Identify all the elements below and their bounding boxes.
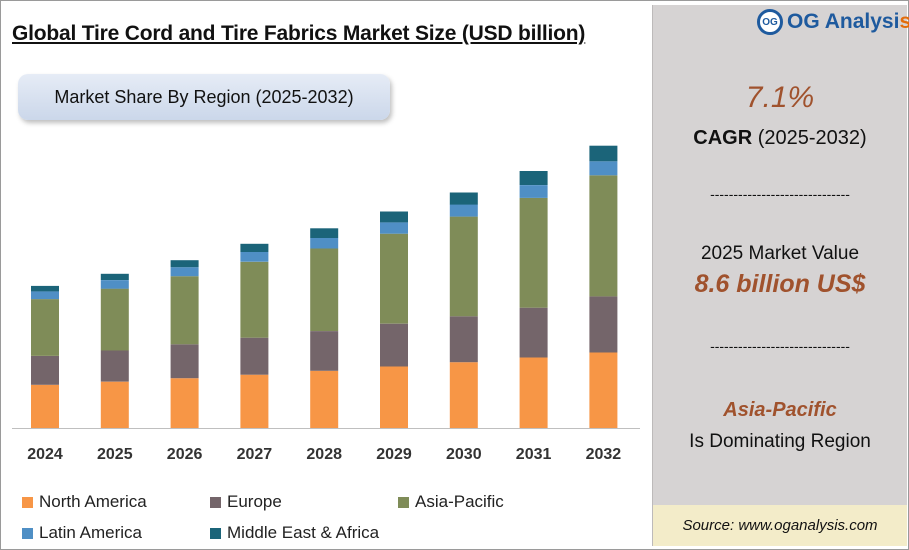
bar-2032-asia-pacific bbox=[589, 175, 618, 297]
chart-title: Global Tire Cord and Tire Fabrics Market… bbox=[12, 22, 586, 45]
bar-2025-middle-east-africa bbox=[100, 273, 129, 280]
bar-2027-middle-east-africa bbox=[240, 243, 269, 252]
bar-2024-north-america bbox=[31, 384, 59, 428]
x-tick-label-2030: 2030 bbox=[446, 446, 482, 463]
bar-2026-europe bbox=[170, 344, 199, 379]
chart-legend: North America Europe Asia-Pacific Latin … bbox=[18, 488, 638, 544]
bar-2026-middle-east-africa bbox=[170, 260, 199, 268]
bar-2028-north-america bbox=[310, 370, 339, 428]
x-tick-label-2028: 2028 bbox=[306, 446, 342, 463]
legend-item-asia-pacific: Asia-Pacific bbox=[398, 492, 504, 512]
bar-2027-latin-america bbox=[240, 252, 269, 262]
bar-2032-latin-america bbox=[589, 161, 618, 176]
legend-label-north-america: North America bbox=[39, 492, 147, 511]
logo-badge-text: OG bbox=[762, 16, 778, 28]
bar-2030-latin-america bbox=[449, 204, 478, 217]
bar-2025-north-america bbox=[100, 381, 129, 428]
cagr-label: CAGR (2025-2032) bbox=[653, 127, 907, 150]
bar-2030-north-america bbox=[449, 362, 478, 428]
stacked-bar-chart: 2024 2025 2026 2027 2028 2029 2030 2031 2032 bbox=[12, 145, 640, 463]
cagr-value: 7.1% bbox=[745, 81, 815, 114]
x-tick-label-2031: 2031 bbox=[516, 446, 552, 463]
market-value-label: 2025 Market Value bbox=[700, 243, 860, 264]
bar-2031-latin-america bbox=[519, 185, 548, 198]
bar-2029-europe bbox=[380, 323, 408, 367]
bar-2031-asia-pacific bbox=[519, 197, 548, 308]
x-tick-label-2029: 2029 bbox=[376, 446, 412, 463]
legend-swatch-latin-america bbox=[22, 527, 33, 539]
legend-item-north-america: North America bbox=[22, 492, 147, 512]
legend-swatch-north-america bbox=[22, 496, 33, 508]
x-tick-label-2032: 2032 bbox=[586, 446, 622, 463]
dominating-region: Asia-Pacific bbox=[723, 399, 837, 421]
bar-2029-asia-pacific bbox=[380, 233, 408, 324]
bar-2030-asia-pacific bbox=[449, 216, 478, 317]
og-analysis-logo: OG OG Analysis bbox=[757, 9, 909, 35]
legend-swatch-europe bbox=[210, 496, 221, 508]
bar-2029-north-america bbox=[380, 366, 408, 428]
subtitle-badge: Market Share By Region (2025-2032) bbox=[18, 74, 390, 120]
source-note: Source: www.oganalysis.com bbox=[653, 505, 907, 546]
panel-divider-bottom: ------------------------------ bbox=[710, 338, 850, 354]
cagr-label-period: (2025-2032) bbox=[752, 127, 867, 149]
bar-2031-europe bbox=[519, 307, 548, 358]
logo-wordmark-main: OG Analysi bbox=[787, 10, 900, 33]
logo-wordmark: OG Analysis bbox=[787, 10, 909, 34]
bar-2028-europe bbox=[310, 331, 339, 371]
legend-item-latin-america: Latin America bbox=[22, 523, 142, 543]
bar-2027-north-america bbox=[240, 374, 269, 428]
bar-2029-middle-east-africa bbox=[380, 211, 408, 223]
bar-2029-latin-america bbox=[380, 222, 408, 234]
bar-2032-north-america bbox=[589, 352, 618, 428]
bar-2028-asia-pacific bbox=[310, 248, 339, 331]
x-tick-label-2026: 2026 bbox=[167, 446, 203, 463]
legend-swatch-middle-east-africa bbox=[210, 527, 221, 539]
bar-2031-middle-east-africa bbox=[519, 171, 548, 185]
bar-2030-middle-east-africa bbox=[449, 192, 478, 205]
subtitle-text: Market Share By Region (2025-2032) bbox=[54, 86, 354, 107]
x-tick-label-2025: 2025 bbox=[97, 446, 133, 463]
bar-2027-asia-pacific bbox=[240, 261, 269, 338]
x-tick-label-2027: 2027 bbox=[237, 446, 273, 463]
bar-2024-middle-east-africa bbox=[31, 285, 59, 292]
legend-item-europe: Europe bbox=[210, 492, 282, 512]
bar-2032-europe bbox=[589, 296, 618, 353]
bar-2027-europe bbox=[240, 337, 269, 375]
cagr-label-bold: CAGR bbox=[693, 127, 753, 149]
bar-2032-middle-east-africa bbox=[589, 145, 618, 162]
legend-label-middle-east-africa: Middle East & Africa bbox=[227, 523, 380, 542]
bar-2025-asia-pacific bbox=[100, 288, 129, 351]
legend-swatch-asia-pacific bbox=[398, 496, 409, 508]
bar-2026-latin-america bbox=[170, 267, 199, 277]
legend-label-asia-pacific: Asia-Pacific bbox=[415, 492, 504, 511]
source-text: Source: www.oganalysis.com bbox=[682, 517, 878, 534]
logo-badge-icon: OG bbox=[757, 9, 783, 35]
bar-2024-asia-pacific bbox=[31, 299, 59, 356]
legend-item-middle-east-africa: Middle East & Africa bbox=[210, 523, 379, 543]
bar-2025-europe bbox=[100, 350, 129, 382]
legend-label-latin-america: Latin America bbox=[39, 523, 142, 542]
x-tick-label-2024: 2024 bbox=[27, 446, 63, 463]
bar-2024-europe bbox=[31, 356, 59, 385]
bar-2028-middle-east-africa bbox=[310, 228, 339, 238]
bar-2024-latin-america bbox=[31, 291, 59, 300]
dominating-region-text: Is Dominating Region bbox=[689, 431, 871, 452]
bar-2031-north-america bbox=[519, 357, 548, 428]
bar-2026-north-america bbox=[170, 378, 199, 428]
market-value: 8.6 billion US$ bbox=[694, 270, 866, 298]
panel-divider-top: ------------------------------ bbox=[710, 186, 850, 202]
bar-2025-latin-america bbox=[100, 280, 129, 289]
summary-panel: OG OG Analysis 7.1% CAGR (2025-2032) ---… bbox=[652, 5, 909, 546]
bar-2026-asia-pacific bbox=[170, 276, 199, 345]
legend-label-europe: Europe bbox=[227, 492, 282, 511]
bar-2030-europe bbox=[449, 316, 478, 363]
logo-wordmark-accent: s bbox=[899, 10, 909, 33]
bar-2028-latin-america bbox=[310, 238, 339, 249]
